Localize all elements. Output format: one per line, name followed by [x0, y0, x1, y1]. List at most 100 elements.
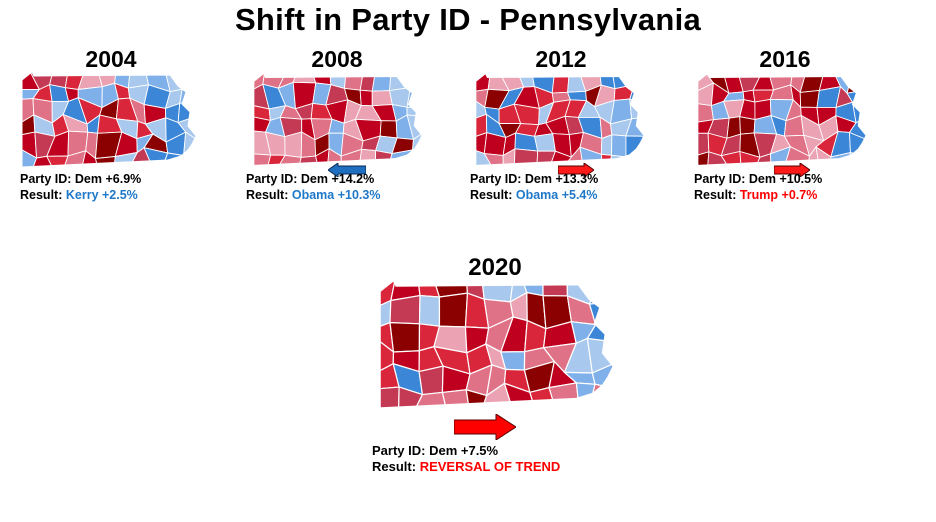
- arrow-left-icon: [328, 163, 366, 177]
- county-shape: [438, 292, 469, 328]
- county-shape: [542, 280, 569, 297]
- result-value: Trump +0.7%: [739, 188, 818, 202]
- year-label: 2004: [85, 46, 137, 72]
- county-shape: [181, 72, 196, 90]
- county-shape: [846, 73, 866, 94]
- county-shape: [566, 90, 587, 102]
- result-value: REVERSAL OF TREND: [419, 459, 561, 474]
- caption: Party ID: Dem +6.9% Result: Kerry +2.5%: [20, 171, 141, 203]
- panel-2020: 2020 Party ID: Dem +7.5% Result: REVERSA…: [360, 248, 630, 478]
- party-id-label: Party ID: Dem: [372, 443, 458, 458]
- county-shape: [379, 120, 398, 139]
- arrow-right-icon: [774, 163, 810, 177]
- county-map: [475, 72, 644, 166]
- result-label: Result:: [246, 188, 289, 202]
- county-shape: [418, 294, 441, 327]
- county-map: [253, 72, 422, 166]
- county-shape: [389, 294, 421, 325]
- county-shape: [481, 280, 514, 303]
- county-shape: [629, 98, 644, 120]
- page-title: Shift in Party ID - Pennsylvania: [234, 2, 702, 37]
- county-shape: [253, 153, 272, 166]
- party-id-label: Party ID: Dem: [246, 172, 328, 186]
- result-line: Result: REVERSAL OF TREND: [372, 459, 560, 475]
- county-shape: [46, 155, 69, 167]
- county-shape: [588, 280, 614, 305]
- party-id-line: Party ID: Dem +13.3%: [470, 171, 598, 187]
- arrow-right-icon: [558, 163, 594, 177]
- panel-2004: 2004 Party ID: Dem +6.9% Result: Kerry +…: [16, 44, 206, 214]
- caption: Party ID: Dem +13.3% Result: Obama +5.4%: [470, 171, 598, 203]
- result-line: Result: Kerry +2.5%: [20, 187, 141, 203]
- state-outline: [21, 71, 196, 168]
- result-label: Result:: [372, 459, 417, 474]
- result-line: Result: Obama +5.4%: [470, 187, 598, 203]
- result-value: Kerry +2.5%: [65, 188, 138, 202]
- county-shape: [475, 73, 491, 93]
- county-shape: [533, 133, 556, 152]
- party-id-value: +10.5%: [779, 172, 823, 186]
- party-id-line: Party ID: Dem +10.5%: [694, 171, 822, 187]
- party-id-label: Party ID: Dem: [20, 172, 102, 186]
- county-shape: [609, 154, 627, 166]
- county-shape: [697, 151, 710, 166]
- result-line: Result: Trump +0.7%: [694, 187, 822, 203]
- party-id-line: Party ID: Dem +6.9%: [20, 171, 141, 187]
- county-map: [21, 71, 196, 168]
- party-id-value: +13.3%: [555, 172, 599, 186]
- panel-2012: 2012 Party ID: Dem +13.3% Result: Obama …: [466, 44, 656, 214]
- result-label: Result:: [20, 188, 63, 202]
- county-shape: [22, 146, 38, 167]
- county-map: [697, 72, 866, 166]
- panel-2016: 2016 Party ID: Dem +10.5% Result: Trump …: [690, 44, 880, 214]
- result-label: Result:: [470, 188, 513, 202]
- result-label: Result:: [694, 188, 737, 202]
- county-shape: [380, 386, 400, 408]
- county-shape: [371, 73, 392, 92]
- state-outline: [379, 279, 615, 409]
- county-shape: [179, 80, 196, 105]
- county-shape: [625, 135, 644, 158]
- caption: Party ID: Dem +14.2% Result: Obama +10.3…: [246, 171, 380, 203]
- party-id-line: Party ID: Dem +14.2%: [246, 171, 380, 187]
- result-value: Obama +5.4%: [515, 188, 598, 202]
- county-shape: [626, 73, 644, 92]
- county-shape: [513, 148, 539, 166]
- county-shape: [389, 73, 413, 92]
- county-shape: [389, 321, 421, 353]
- panel-2008: 2008 Party ID: Dem +14.2% Result: Obama …: [242, 44, 432, 214]
- party-id-label: Party ID: Dem: [470, 172, 552, 186]
- county-shape: [600, 134, 613, 156]
- county-shape: [359, 89, 373, 107]
- county-shape: [611, 73, 636, 90]
- party-id-value: +7.5%: [460, 443, 499, 458]
- state-outline: [253, 72, 422, 166]
- result-value: Obama +10.3%: [291, 188, 381, 202]
- county-shape: [600, 153, 613, 166]
- county-shape: [410, 73, 422, 93]
- county-shape: [371, 90, 393, 107]
- county-shape: [799, 89, 820, 108]
- county-shape: [77, 72, 103, 91]
- party-id-line: Party ID: Dem +7.5%: [372, 443, 560, 459]
- party-id-label: Party ID: Dem: [694, 172, 776, 186]
- county-shape: [548, 382, 581, 408]
- year-label: 2016: [759, 46, 811, 72]
- county-shape: [739, 116, 756, 135]
- county-shape: [284, 131, 303, 158]
- year-label: 2012: [535, 46, 587, 72]
- caption: Party ID: Dem +10.5% Result: Trump +0.7%: [694, 171, 822, 203]
- year-label: 2020: [468, 254, 522, 281]
- county-shape: [629, 84, 644, 107]
- county-shape: [418, 365, 444, 396]
- party-id-value: +14.2%: [331, 172, 375, 186]
- state-outline: [697, 72, 866, 166]
- caption: Party ID: Dem +7.5% Result: REVERSAL OF …: [372, 443, 560, 475]
- county-shape: [611, 134, 627, 158]
- county-shape: [441, 389, 471, 408]
- year-label: 2008: [311, 46, 363, 72]
- state-outline: [475, 72, 644, 166]
- arrow-right-icon: [454, 414, 516, 440]
- party-id-value: +6.9%: [105, 172, 142, 186]
- county-map: [379, 279, 615, 409]
